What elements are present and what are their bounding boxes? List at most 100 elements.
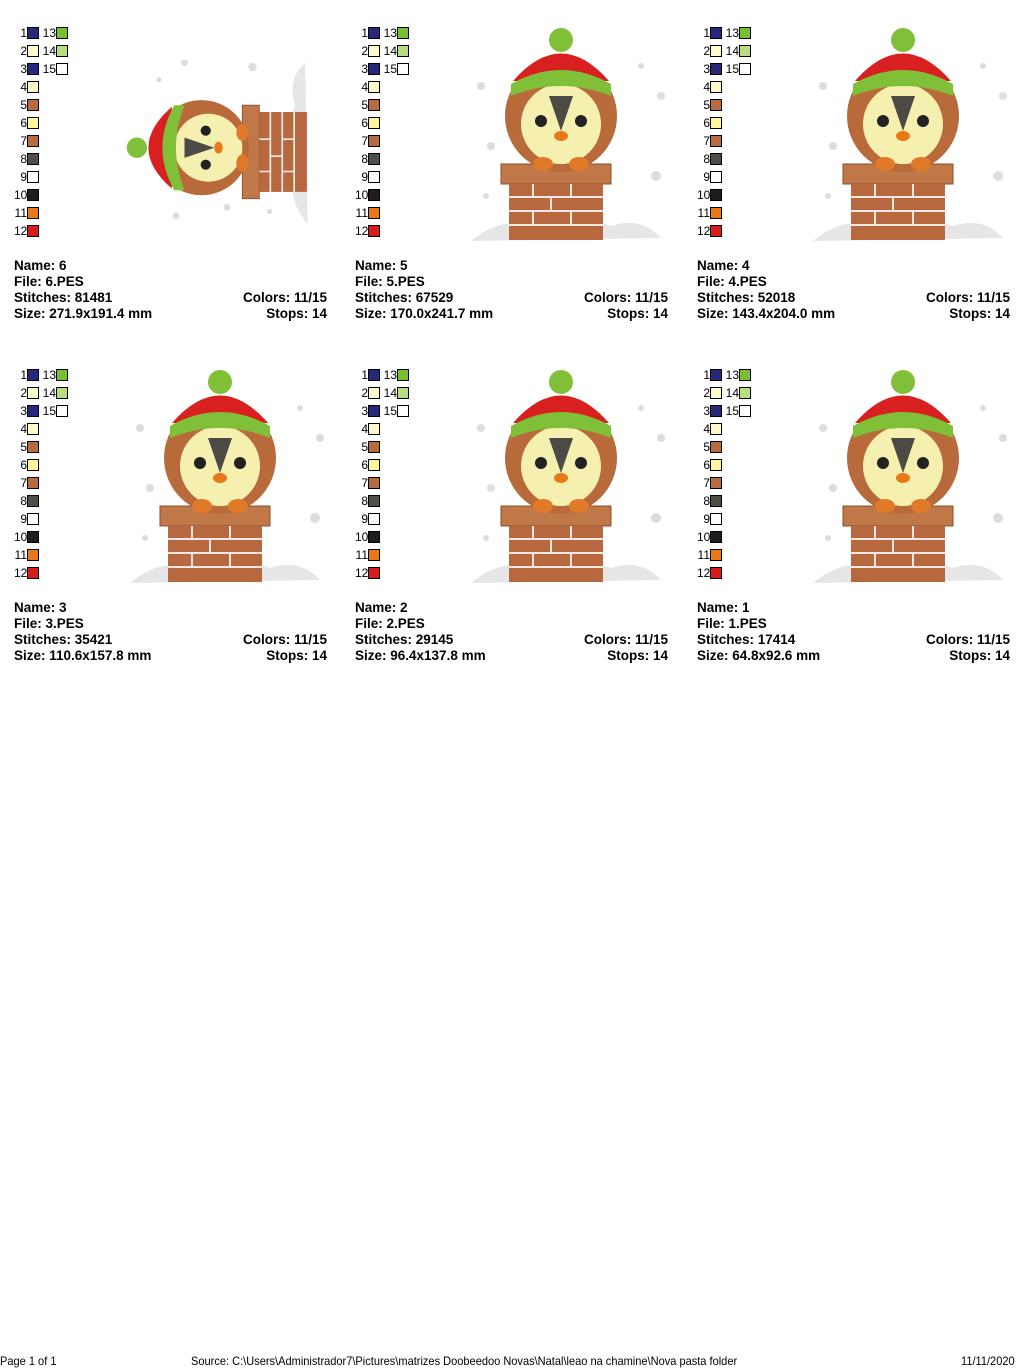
color-box	[27, 135, 39, 147]
thread-number: 8	[703, 152, 710, 166]
color-box	[27, 27, 39, 39]
color-box	[56, 369, 68, 381]
color-box	[27, 63, 39, 75]
thread-swatch: 10	[355, 530, 380, 544]
thread-swatch: 3	[355, 404, 380, 418]
design-size: Size: 170.0x241.7 mm	[355, 306, 494, 321]
thread-swatch: 13	[42, 368, 68, 382]
thread-swatch: 13	[383, 26, 409, 40]
color-box	[368, 45, 380, 57]
thread-number: 12	[355, 224, 369, 238]
design-stitches: Stitches: 35421	[14, 632, 113, 647]
thread-number: 2	[361, 386, 368, 400]
design-stops: Stops: 14	[266, 648, 327, 663]
thread-swatch: 13	[383, 368, 409, 382]
color-box	[710, 459, 722, 471]
thread-swatch: 5	[355, 98, 380, 112]
thread-number: 13	[725, 26, 739, 40]
color-box	[368, 225, 380, 237]
thread-swatch: 9	[355, 512, 380, 526]
color-box	[27, 531, 39, 543]
thread-number: 5	[361, 440, 368, 454]
thread-swatch: 14	[725, 386, 751, 400]
thread-swatch: 2	[355, 386, 380, 400]
color-box	[368, 369, 380, 381]
thread-number: 4	[20, 80, 27, 94]
color-box	[368, 27, 380, 39]
color-box	[27, 567, 39, 579]
thread-swatch: 7	[14, 476, 39, 490]
thread-swatch: 2	[697, 44, 722, 58]
thread-number: 11	[355, 206, 368, 220]
color-box	[710, 45, 722, 57]
thread-swatch: 15	[725, 62, 751, 76]
thread-swatch: 2	[14, 44, 39, 58]
thread-number: 5	[20, 440, 27, 454]
color-box	[368, 81, 380, 93]
color-box	[56, 387, 68, 399]
color-box	[56, 27, 68, 39]
color-box	[710, 135, 722, 147]
thread-swatch: 5	[355, 440, 380, 454]
color-box	[368, 153, 380, 165]
thread-swatch: 10	[697, 530, 722, 544]
thread-number: 3	[361, 404, 368, 418]
thread-number: 6	[20, 458, 27, 472]
color-box	[368, 207, 380, 219]
design-name: Name: 2	[355, 600, 408, 615]
thread-swatch: 11	[697, 206, 722, 220]
design-colors: Colors: 11/15	[242, 290, 327, 305]
thread-number: 5	[703, 98, 710, 112]
color-box	[368, 423, 380, 435]
thread-number: 7	[703, 134, 710, 148]
thread-number: 14	[42, 386, 56, 400]
color-box	[710, 387, 722, 399]
color-box	[368, 387, 380, 399]
color-box	[710, 99, 722, 111]
design-stitches: Stitches: 81481	[14, 290, 113, 305]
color-box	[56, 45, 68, 57]
design-stitches: Stitches: 52018	[697, 290, 796, 305]
thread-number: 13	[383, 26, 397, 40]
thread-number: 5	[361, 98, 368, 112]
color-box	[710, 369, 722, 381]
color-box	[27, 117, 39, 129]
thread-swatch: 9	[697, 170, 722, 184]
thread-number: 6	[703, 116, 710, 130]
design-card: 1 2 3 4 5 6 7 8 9 10 11 12 13 1	[697, 368, 1013, 668]
thread-swatch: 14	[725, 44, 751, 58]
design-info: Name: 3 File: 3.PES Stitches: 35421 Color…	[14, 600, 327, 664]
color-box	[397, 63, 409, 75]
thread-swatch: 12	[697, 224, 722, 238]
design-colors: Colors: 11/15	[925, 290, 1010, 305]
design-name: Name: 5	[355, 258, 408, 273]
thread-number: 10	[697, 188, 711, 202]
color-box	[368, 189, 380, 201]
design-colors: Colors: 11/15	[583, 290, 668, 305]
page-number: Page 1 of 1	[0, 1354, 57, 1368]
thread-number: 5	[703, 440, 710, 454]
design-stitches: Stitches: 29145	[355, 632, 454, 647]
thread-number: 3	[361, 62, 368, 76]
thread-number: 10	[14, 530, 28, 544]
color-box	[27, 495, 39, 507]
design-stops: Stops: 14	[607, 648, 668, 663]
thread-number: 12	[697, 224, 711, 238]
color-box	[710, 225, 722, 237]
thread-swatch: 15	[383, 404, 409, 418]
thread-swatch: 10	[697, 188, 722, 202]
thread-number: 7	[361, 134, 368, 148]
thread-swatch: 6	[14, 116, 39, 130]
color-box	[739, 63, 751, 75]
thread-swatch: 12	[14, 566, 39, 580]
thread-number: 3	[703, 404, 710, 418]
thread-number: 9	[703, 512, 710, 526]
thread-swatch: 5	[14, 98, 39, 112]
thread-number: 4	[361, 80, 368, 94]
thread-number: 9	[361, 170, 368, 184]
thread-number: 1	[361, 26, 368, 40]
color-box	[56, 405, 68, 417]
color-box	[368, 549, 380, 561]
thread-swatch: 15	[42, 404, 68, 418]
thread-swatch: 14	[42, 386, 68, 400]
